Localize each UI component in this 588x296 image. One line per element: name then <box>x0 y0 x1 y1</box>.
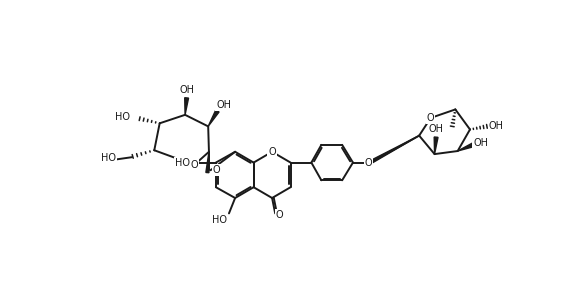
Text: OH: OH <box>179 85 194 95</box>
Polygon shape <box>208 110 219 126</box>
Text: O: O <box>191 160 198 170</box>
Polygon shape <box>434 137 438 154</box>
Text: OH: OH <box>473 138 488 148</box>
Text: O: O <box>268 147 276 157</box>
Text: O: O <box>427 113 435 123</box>
Text: HO: HO <box>175 157 190 168</box>
Polygon shape <box>206 152 209 173</box>
Text: O: O <box>365 157 372 168</box>
Text: O: O <box>213 165 220 175</box>
Text: HO: HO <box>212 215 228 225</box>
Polygon shape <box>457 143 474 151</box>
Polygon shape <box>185 98 189 115</box>
Text: HO: HO <box>101 153 116 163</box>
Text: HO: HO <box>115 112 131 122</box>
Text: OH: OH <box>429 124 443 134</box>
Text: OH: OH <box>216 100 231 110</box>
Text: OH: OH <box>489 121 504 131</box>
Text: O: O <box>276 210 283 220</box>
Polygon shape <box>369 136 419 164</box>
